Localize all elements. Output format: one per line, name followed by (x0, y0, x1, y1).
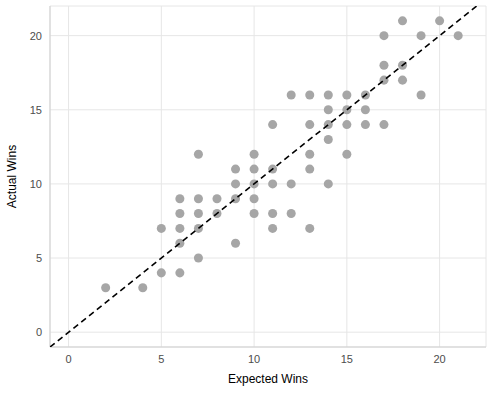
svg-text:Actual Wins: Actual Wins (8, 145, 19, 208)
svg-text:15: 15 (341, 353, 353, 365)
svg-text:0: 0 (65, 353, 71, 365)
svg-text:20: 20 (433, 353, 445, 365)
svg-text:10: 10 (248, 353, 260, 365)
svg-text:10: 10 (30, 178, 42, 190)
svg-text:20: 20 (30, 30, 42, 42)
svg-text:5: 5 (36, 252, 42, 264)
svg-text:15: 15 (30, 104, 42, 116)
svg-text:Expected Wins: Expected Wins (228, 372, 308, 386)
svg-text:5: 5 (158, 353, 164, 365)
svg-text:0: 0 (36, 326, 42, 338)
